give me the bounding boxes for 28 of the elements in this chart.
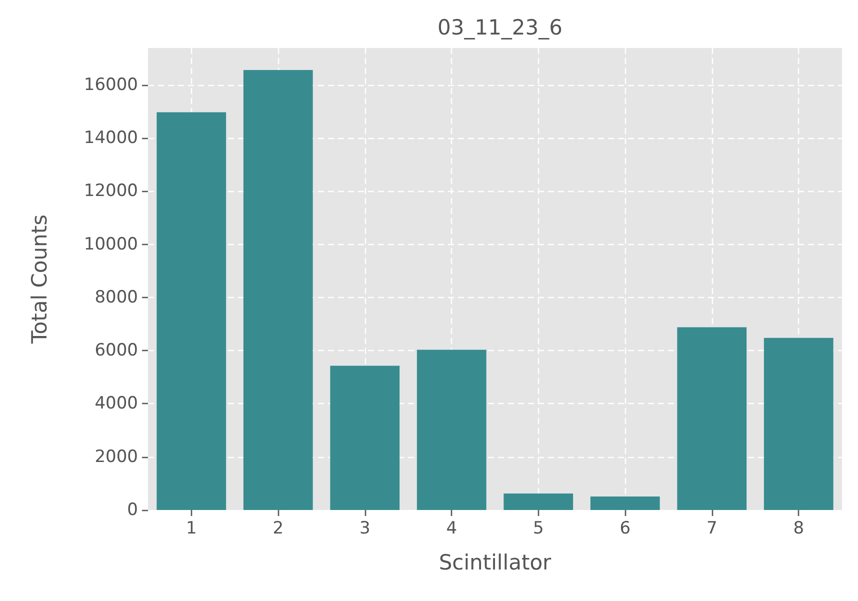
x-tick-label: 5 bbox=[532, 518, 544, 538]
y-tick-label: 6000 bbox=[94, 340, 138, 361]
y-tick-label: 4000 bbox=[94, 394, 138, 414]
y-tick-label: 0 bbox=[127, 500, 138, 520]
bar bbox=[590, 496, 660, 510]
bar bbox=[764, 338, 834, 510]
x-tick-label: 1 bbox=[186, 518, 197, 538]
bar bbox=[677, 327, 747, 510]
x-tick-label: 2 bbox=[272, 518, 284, 538]
y-axis-title: Total Counts bbox=[28, 214, 52, 345]
x-tick-label: 4 bbox=[446, 518, 458, 538]
bar bbox=[156, 112, 226, 510]
x-tick-label: 3 bbox=[359, 518, 370, 538]
x-axis-title: Scintillator bbox=[438, 550, 552, 574]
bar bbox=[243, 70, 313, 510]
y-tick-label: 14000 bbox=[84, 128, 138, 148]
y-tick-label: 12000 bbox=[84, 181, 138, 202]
x-tick-label: 6 bbox=[620, 518, 631, 538]
bar bbox=[416, 350, 486, 510]
y-tick-label: 10000 bbox=[84, 234, 138, 254]
y-tick-label: 16000 bbox=[84, 74, 138, 95]
chart-title: 03_11_23_6 bbox=[437, 16, 563, 40]
bar bbox=[330, 366, 400, 510]
bar bbox=[504, 494, 574, 510]
y-tick-label: 8000 bbox=[94, 287, 138, 308]
x-tick-label: 7 bbox=[706, 518, 718, 538]
x-tick-label: 8 bbox=[793, 518, 804, 538]
y-tick-label: 2000 bbox=[94, 446, 138, 467]
